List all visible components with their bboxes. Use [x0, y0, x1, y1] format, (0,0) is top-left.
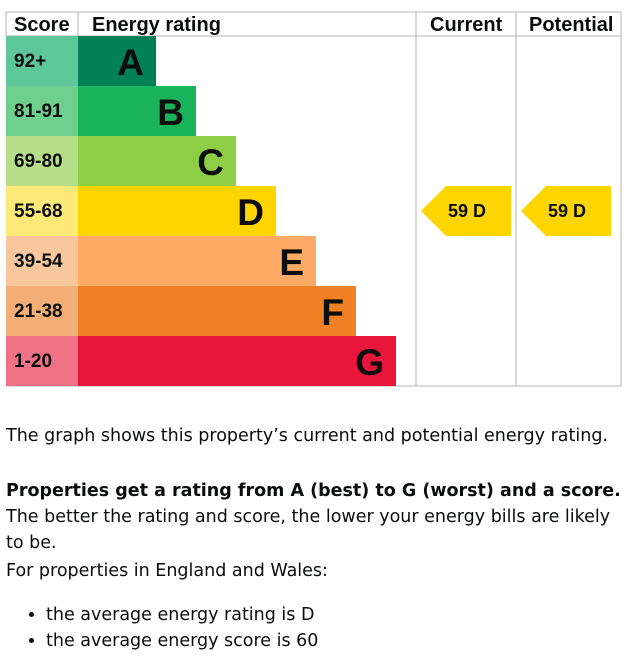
score-range-d: 55-68 — [14, 201, 63, 222]
rating-bar-c — [78, 136, 236, 186]
potential-arrow-label: 59 D — [548, 201, 586, 221]
score-range-a: 92+ — [14, 51, 46, 72]
rating-explanation-rest: The better the rating and score, the low… — [6, 507, 611, 553]
rating-explanation-bold: Properties get a rating from A (best) to… — [6, 481, 621, 501]
current-arrow — [421, 186, 511, 236]
current-header: Current — [430, 14, 503, 36]
score-cell-g — [6, 336, 78, 386]
rating-bar-e — [78, 236, 316, 286]
rating-bar-b — [78, 86, 196, 136]
region-intro: For properties in England and Wales: — [6, 561, 328, 581]
score-range-c: 69-80 — [14, 151, 63, 172]
intro-paragraph: The graph shows this property’s current … — [6, 426, 608, 446]
rating-letter-d: D — [237, 192, 264, 233]
potential-header: Potential — [529, 14, 613, 36]
rating-bar-g — [78, 336, 396, 386]
energy-rating-header: Energy rating — [92, 14, 221, 36]
score-cell-c — [6, 136, 78, 186]
current-arrow-label: 59 D — [448, 201, 486, 221]
average-list: the average energy rating is D the avera… — [18, 602, 318, 654]
average-score-item: the average energy score is 60 — [46, 628, 318, 654]
score-cell-d — [6, 186, 78, 236]
rating-letter-g: G — [355, 342, 384, 383]
rating-bar-f — [78, 286, 356, 336]
energy-rating-chart: Score Energy rating Current Potential 92… — [5, 11, 622, 387]
rating-bar-a — [78, 36, 156, 86]
rating-letter-c: C — [197, 142, 224, 183]
average-rating-item: the average energy rating is D — [46, 602, 318, 628]
rating-letter-e: E — [279, 242, 304, 283]
rating-letter-a: A — [117, 42, 144, 83]
score-range-f: 21-38 — [14, 301, 63, 322]
rating-explanation: Properties get a rating from A (best) to… — [6, 478, 624, 556]
rating-bands: 92+ A 81-91 B 69-80 C 55-68 D 39-54 E 21-38 F 1-20 G — [6, 36, 396, 386]
score-cell-f — [6, 286, 78, 336]
potential-arrow — [521, 186, 611, 236]
score-range-g: 1-20 — [14, 351, 52, 372]
score-header: Score — [14, 14, 70, 36]
score-cell-e — [6, 236, 78, 286]
rating-bar-d — [78, 186, 276, 236]
score-range-b: 81-91 — [14, 101, 63, 122]
score-cell-b — [6, 86, 78, 136]
score-range-e: 39-54 — [14, 251, 63, 272]
rating-letter-b: B — [157, 92, 184, 133]
rating-letter-f: F — [321, 292, 344, 333]
rating-arrows: 59 D 59 D — [421, 186, 611, 236]
score-cell-a — [6, 36, 78, 86]
